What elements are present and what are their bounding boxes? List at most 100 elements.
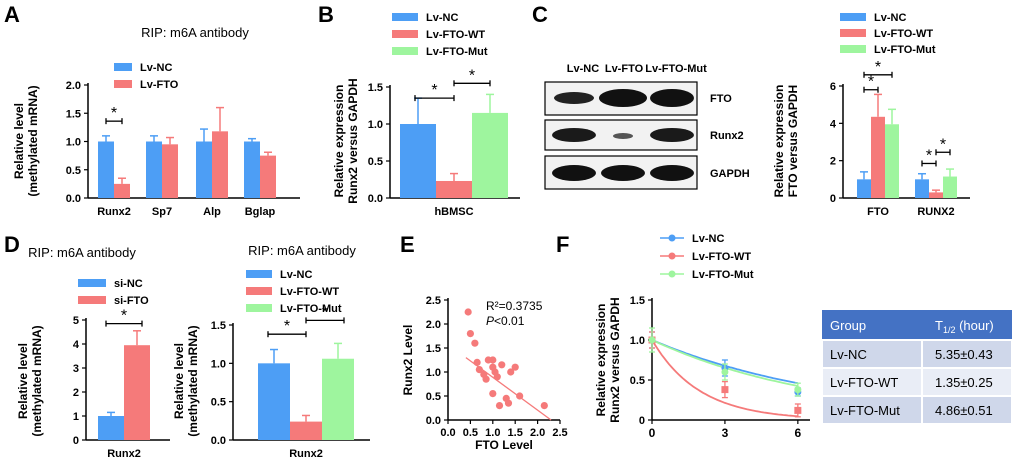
y-axis-label-line: Relative expression [594, 304, 608, 417]
y-axis-label-line: (methylated mRNA) [30, 325, 44, 436]
bar [400, 124, 436, 198]
y-tick-label: 0.0 [368, 193, 383, 205]
legend-label: Lv-FTO-Mut [874, 44, 936, 56]
y-tick-label: 1.0 [66, 137, 81, 149]
legend-label: Lv-NC [426, 12, 458, 24]
y-axis-label: Relative expressionRunx2 versus GAPDH [594, 297, 622, 422]
bar [885, 124, 899, 198]
bar [124, 345, 150, 440]
x-tick-label: 1.0 [485, 427, 500, 439]
table-header-t: T [935, 318, 943, 333]
wb-band-gapdh-lv-nc [552, 165, 596, 181]
y-tick-label: 6 [830, 81, 836, 93]
x-axis-label: FTO Level [475, 438, 533, 452]
y-tick-label: 1.0 [426, 367, 441, 379]
y-tick-label: 1.0 [211, 358, 226, 370]
bar [915, 179, 929, 198]
legend-label: Lv-FTO-WT [874, 28, 933, 40]
wb-row-runx2: Runx2 [710, 130, 744, 142]
legend-swatch [840, 13, 866, 21]
y-tick-label: 1.5 [368, 82, 383, 94]
wb-band-runx2-lv-fto [613, 133, 633, 139]
x-tick-label: Runx2 [97, 206, 131, 218]
legend-swatch [78, 296, 106, 304]
significance-star: * [121, 308, 127, 325]
scatter-point [466, 330, 474, 338]
y-tick-label: 0.5 [426, 391, 441, 403]
bar [436, 180, 472, 198]
y-tick-label: 1.5 [630, 295, 645, 307]
legend-swatch [246, 304, 272, 312]
wb-band-fto-lv-nc [554, 92, 594, 104]
y-tick-label: 2.0 [426, 319, 441, 331]
y-axis-label: Relative level(methylated mRNA) [16, 325, 44, 436]
x-tick-label: 1.5 [508, 427, 523, 439]
y-tick-label: 0.5 [211, 397, 226, 409]
y-axis-label-line: (methylated mRNA) [26, 85, 40, 196]
legend-swatch [246, 270, 272, 278]
wb-band-gapdh-lv-fto-mut [650, 165, 694, 181]
table-cell-group: Lv-FTO-WT [830, 375, 898, 390]
bar [472, 112, 508, 198]
table-cell-group: Lv-NC [830, 347, 867, 362]
y-axis-label-line: FTO versus GAPDH [786, 85, 800, 197]
y-tick-label: 0.5 [368, 156, 383, 168]
bar [212, 131, 228, 198]
scatter-point [540, 402, 548, 410]
legend-label: Lv-NC [874, 12, 906, 24]
legend-label: Lv-FTO-Mut [426, 46, 488, 58]
legend-swatch [392, 47, 418, 55]
legend-label: Lv-FTO-WT [692, 251, 751, 263]
y-tick-label: 4 [73, 339, 80, 351]
y-tick-label: 1.0 [630, 335, 645, 347]
scatter-point [489, 390, 497, 398]
x-tick-label: hBMSC [434, 206, 473, 218]
x-tick-label: 6 [795, 426, 802, 440]
significance-star: * [875, 59, 881, 76]
significance-star: * [469, 67, 475, 84]
panel-d1-title: RIP: m6A antibody [28, 245, 136, 260]
x-tick-label: Runx2 [107, 448, 141, 460]
x-tick-label: RUNX2 [917, 206, 954, 218]
y-tick-label: 1.5 [211, 320, 226, 332]
table-header-t12: T1/2 (hour) [935, 318, 994, 335]
western-blot: Lv-NC Lv-FTO Lv-FTO-Mut FTO Runx2 GAPDH [544, 63, 750, 190]
bar [258, 363, 290, 440]
scatter-point [504, 399, 513, 407]
y-axis-label: Runx2 Level [401, 325, 415, 396]
data-point [648, 336, 656, 344]
panel-letter-e: E [400, 232, 415, 257]
y-axis-label-line: Relative expression [772, 85, 786, 198]
panel-letter-c: C [532, 2, 548, 27]
y-tick-label: 0.5 [630, 375, 645, 387]
y-tick-label: 0.0 [426, 415, 441, 427]
scatter-point [464, 308, 472, 316]
x-tick-label: 2.5 [552, 427, 567, 439]
significance-star: * [868, 74, 874, 91]
wb-col-lv-fto: Lv-FTO [605, 63, 644, 75]
decay-curve [651, 339, 798, 418]
scatter-point [473, 358, 481, 366]
table-header-group: Group [830, 318, 866, 333]
data-point [794, 406, 802, 414]
y-tick-label: 0.0 [66, 193, 81, 205]
bar [322, 358, 354, 440]
scatter-point [482, 375, 490, 383]
x-tick-label: 0.0 [440, 427, 455, 439]
bar [943, 176, 957, 198]
legend-swatch [392, 30, 418, 38]
table-row-bg [821, 367, 1013, 397]
bar [98, 141, 114, 198]
y-axis-label: Relative expressionFTO versus GAPDH [772, 85, 800, 198]
legend-label: Lv-NC [280, 269, 312, 281]
x-tick-label: 3 [722, 426, 729, 440]
p-value-annotation: P<0.01 [486, 314, 525, 328]
scatter-point [507, 368, 515, 376]
wb-band-runx2-lv-fto-mut [650, 128, 694, 142]
legend-label: Lv-NC [692, 233, 724, 245]
data-point [721, 368, 729, 376]
legend-label: si-FTO [114, 295, 149, 307]
y-tick-label: 0 [830, 193, 836, 205]
y-tick-label: 0 [639, 415, 645, 427]
